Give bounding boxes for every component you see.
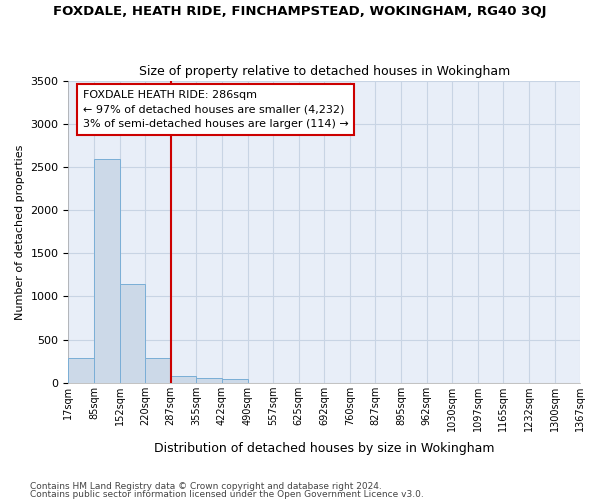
Bar — [94, 160, 119, 382]
Text: FOXDALE, HEATH RIDE, FINCHAMPSTEAD, WOKINGHAM, RG40 3QJ: FOXDALE, HEATH RIDE, FINCHAMPSTEAD, WOKI… — [53, 5, 547, 18]
Bar — [145, 358, 171, 382]
X-axis label: Distribution of detached houses by size in Wokingham: Distribution of detached houses by size … — [154, 442, 494, 455]
Bar — [171, 376, 196, 382]
Title: Size of property relative to detached houses in Wokingham: Size of property relative to detached ho… — [139, 66, 510, 78]
Bar — [119, 284, 145, 382]
Text: FOXDALE HEATH RIDE: 286sqm
← 97% of detached houses are smaller (4,232)
3% of se: FOXDALE HEATH RIDE: 286sqm ← 97% of deta… — [83, 90, 349, 130]
Y-axis label: Number of detached properties: Number of detached properties — [15, 144, 25, 320]
Bar — [68, 358, 94, 382]
Bar — [196, 378, 222, 382]
Bar — [222, 379, 248, 382]
Text: Contains HM Land Registry data © Crown copyright and database right 2024.: Contains HM Land Registry data © Crown c… — [30, 482, 382, 491]
Text: Contains public sector information licensed under the Open Government Licence v3: Contains public sector information licen… — [30, 490, 424, 499]
